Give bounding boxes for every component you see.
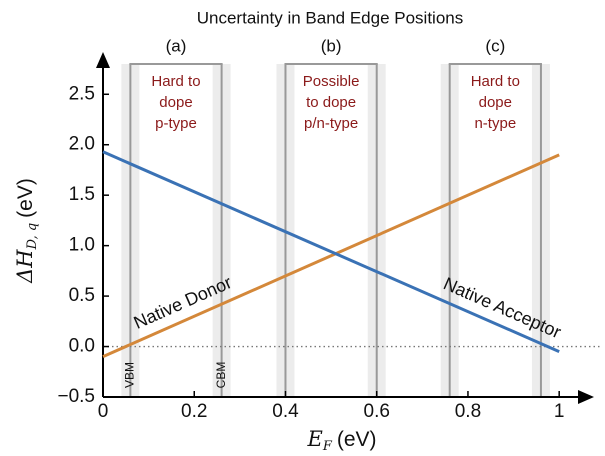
x-axis-arrow [578, 390, 594, 404]
y-tick-label: 2.5 [69, 83, 95, 104]
x-axis-label-subscript: F [322, 439, 333, 454]
y-tick-label: 1.0 [69, 235, 95, 256]
x-tick-label: 0.4 [272, 401, 299, 422]
x-axis-label-unit: (eV) [337, 428, 377, 451]
x-axis-label-symbol: E [306, 427, 322, 451]
window-label: (b) [321, 36, 342, 55]
x-tick-label: 0 [98, 401, 109, 422]
window-text: to dope [306, 94, 356, 111]
y-tick-label: 0.5 [69, 285, 95, 306]
y-tick-label: 0.0 [69, 336, 95, 357]
y-axis-label-subscript: D, q [25, 223, 40, 251]
chart-title: Uncertainty in Band Edge Positions [197, 8, 464, 27]
window-label: (a) [166, 36, 187, 55]
window-text: p-type [155, 115, 197, 132]
x-tick-label: 0.6 [364, 401, 390, 422]
x-tick-label: 1 [554, 401, 565, 422]
y-axis-label-symbol: ΔH [13, 249, 37, 284]
y-tick-label: 2.0 [69, 134, 95, 155]
series-line [102, 150, 560, 353]
window-text: Hard to [471, 73, 520, 90]
window-text: Hard to [151, 73, 200, 90]
edge-label: VBM [123, 362, 137, 388]
window-text: n-type [474, 115, 516, 132]
y-axis-label-unit: (eV) [14, 178, 37, 218]
window-text: dope [479, 94, 512, 111]
window-label: (c) [485, 36, 505, 55]
y-axis-arrow [96, 52, 110, 68]
window-text: p/n-type [304, 115, 358, 132]
y-tick-label: 1.5 [69, 184, 95, 205]
x-tick-label: 0.2 [181, 401, 207, 422]
x-axis-label: EF (eV) [306, 427, 376, 454]
window-text: dope [159, 94, 192, 111]
window-text: Possible [303, 73, 360, 90]
series-line [102, 153, 560, 359]
y-tick-label: −0.5 [57, 386, 95, 407]
x-tick-label: 0.8 [455, 401, 481, 422]
y-axis-label: ΔHD, q (eV) [13, 178, 40, 284]
edge-label: CBM [214, 362, 228, 389]
